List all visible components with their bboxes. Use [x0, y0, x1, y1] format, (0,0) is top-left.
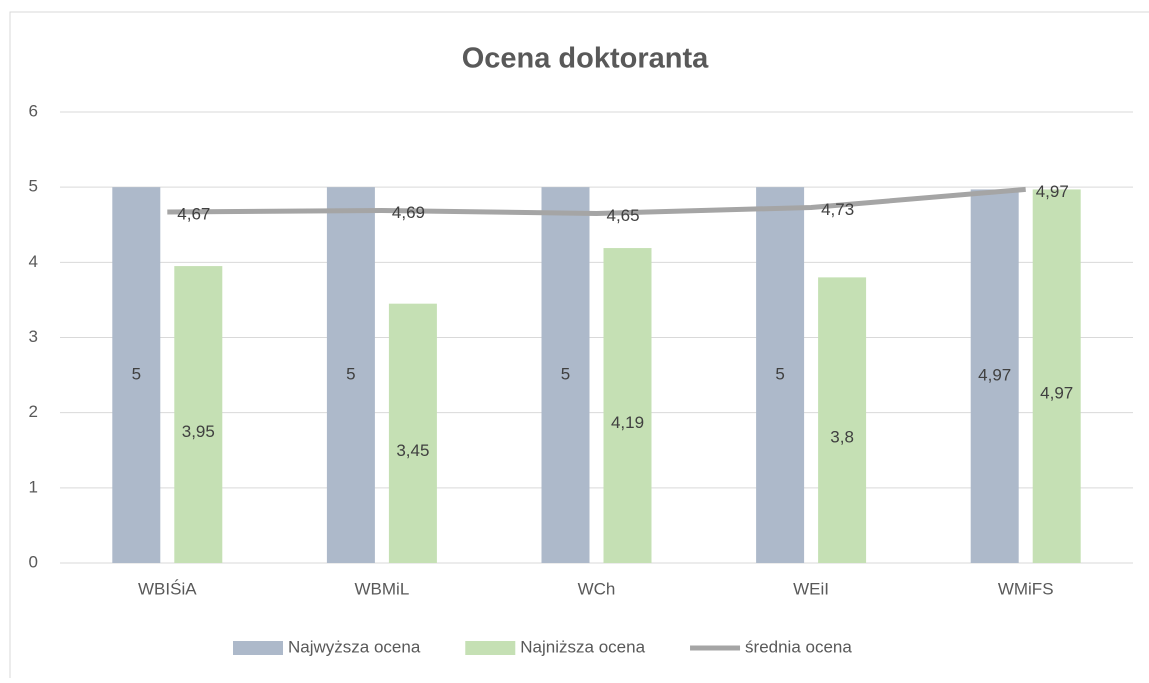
bar: [818, 277, 867, 563]
bar: [756, 187, 805, 563]
y-tick-label: 6: [29, 101, 38, 120]
data-label: 4,97: [1040, 384, 1073, 403]
legend-swatch: [233, 641, 283, 655]
legend-label: Najniższa ocena: [520, 637, 645, 656]
data-label: 4,97: [1036, 182, 1069, 201]
x-tick-label: WMiFS: [998, 579, 1054, 598]
y-tick-label: 4: [29, 252, 38, 271]
legend-swatch: [465, 641, 516, 655]
bar: [1032, 189, 1081, 563]
data-label: 5: [561, 365, 570, 384]
data-label: 5: [775, 365, 784, 384]
y-tick-label: 2: [29, 402, 38, 421]
legend-label: średnia ocena: [745, 637, 852, 656]
x-tick-label: WBIŚiA: [138, 579, 197, 598]
bar: [603, 248, 652, 563]
data-label: 3,95: [182, 422, 215, 441]
legend-label: Najwyższa ocena: [288, 637, 421, 656]
y-tick-label: 1: [29, 477, 38, 496]
y-tick-label: 3: [29, 327, 38, 346]
y-tick-label: 0: [29, 552, 38, 571]
data-label: 4,69: [392, 203, 425, 222]
bar: [541, 187, 590, 563]
chart-title: Ocena doktoranta: [462, 43, 709, 75]
bar: [174, 266, 223, 563]
bar: [388, 303, 437, 563]
bar: [970, 189, 1019, 563]
data-label: 5: [132, 365, 141, 384]
x-tick-label: WCh: [578, 579, 616, 598]
x-tick-label: WEiI: [793, 579, 829, 598]
bar: [112, 187, 161, 563]
x-tick-label: WBMiL: [355, 579, 410, 598]
data-label: 3,45: [396, 441, 429, 460]
chart-frame: [9, 11, 1149, 683]
data-label: 4,19: [611, 413, 644, 432]
data-label: 4,65: [607, 206, 640, 225]
data-label: 4,67: [177, 204, 210, 223]
data-label: 4,97: [978, 366, 1011, 385]
bar: [326, 187, 375, 563]
y-tick-label: 5: [29, 177, 38, 196]
line: [167, 186, 1026, 216]
data-label: 5: [346, 365, 355, 384]
data-label: 3,8: [830, 428, 854, 447]
data-label: 4,73: [821, 200, 854, 219]
